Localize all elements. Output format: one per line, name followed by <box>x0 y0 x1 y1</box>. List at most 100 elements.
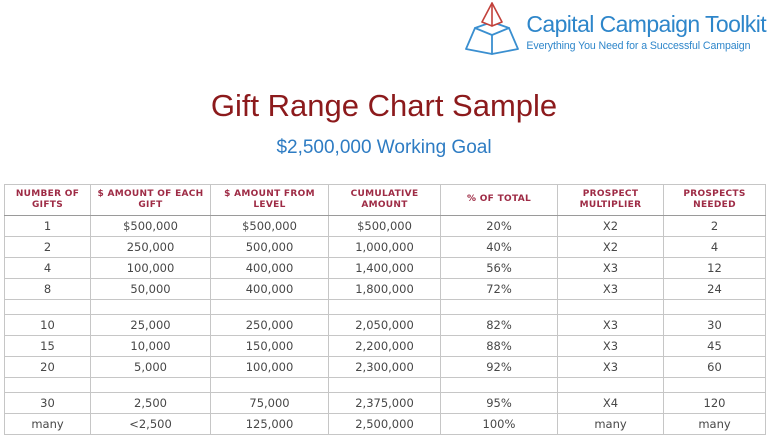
table-cell: 100,000 <box>210 356 329 378</box>
table-cell: 4 <box>4 257 91 279</box>
column-header-2: $ Amount of Each Gift <box>90 184 211 216</box>
table-cell: 10 <box>4 314 91 336</box>
header-row: Number of Gifts $ Amount of Each Gift $ Am… <box>4 184 766 216</box>
table-cell: 125,000 <box>210 413 329 435</box>
column-header-6: Prospect Multiplier <box>557 184 664 216</box>
table-cell: 20% <box>440 215 558 237</box>
table-cell <box>328 299 441 315</box>
table-cell: X3 <box>557 257 664 279</box>
table-cell <box>210 377 329 393</box>
table-cell: many <box>557 413 664 435</box>
gift-range-table: Number of Gifts $ Amount of Each Gift $ Am… <box>4 184 766 435</box>
table-cell: 4 <box>663 236 766 258</box>
page-subtitle: $2,500,000 Working Goal <box>276 137 492 158</box>
table-cell: 2 <box>4 236 91 258</box>
table-cell: 2,050,000 <box>328 314 441 336</box>
logo-tagline: Everything You Need for a Successful Cam… <box>526 40 751 53</box>
page-title: Gift Range Chart Sample <box>210 88 558 123</box>
table-row: 8 50,000 400,000 1,800,000 72% X3 24 <box>4 278 766 300</box>
spacer-row <box>4 377 766 393</box>
table-cell: $500,000 <box>90 215 211 237</box>
logo-name: Capital Campaign Toolkit <box>526 11 766 37</box>
table-cell <box>663 377 766 393</box>
column-header-3: $ Amount from Level <box>210 184 329 216</box>
table-cell: $500,000 <box>328 215 441 237</box>
table-row: 20 5,000 100,000 2,300,000 92% X3 60 <box>4 356 766 378</box>
table-cell: 30 <box>4 392 91 414</box>
table-cell: <2,500 <box>90 413 211 435</box>
table-cell <box>4 377 91 393</box>
table-cell: 56% <box>440 257 558 279</box>
table-cell: 75,000 <box>210 392 329 414</box>
table-cell: X3 <box>557 356 664 378</box>
table-cell <box>557 299 664 315</box>
logo-text: Capital Campaign Toolkit Everything You … <box>526 2 766 52</box>
table-cell: 250,000 <box>210 314 329 336</box>
table-cell: 2,300,000 <box>328 356 441 378</box>
table-cell: 40% <box>440 236 558 258</box>
table-cell: 100,000 <box>90 257 211 279</box>
table-cell <box>557 377 664 393</box>
table-cell: X3 <box>557 335 664 357</box>
table-cell: 2,375,000 <box>328 392 441 414</box>
table-cell: X4 <box>557 392 664 414</box>
table-cell: X3 <box>557 278 664 300</box>
table-cell: 150,000 <box>210 335 329 357</box>
table-cell: 45 <box>663 335 766 357</box>
table-cell: 12 <box>663 257 766 279</box>
table-cell: 120 <box>663 392 766 414</box>
table-row: 15 10,000 150,000 2,200,000 88% X3 45 <box>4 335 766 357</box>
table-cell: 82% <box>440 314 558 336</box>
table-cell: 88% <box>440 335 558 357</box>
column-header-5: % of Total <box>440 184 558 216</box>
table-cell: $500,000 <box>210 215 329 237</box>
column-header-7: Prospects Needed <box>663 184 766 216</box>
table-cell: 95% <box>440 392 558 414</box>
logo: Capital Campaign Toolkit Everything You … <box>463 2 767 56</box>
table-cell: many <box>4 413 91 435</box>
table-header: Number of Gifts $ Amount of Each Gift $ Am… <box>4 184 766 216</box>
table-cell <box>210 299 329 315</box>
table-cell: 60 <box>663 356 766 378</box>
table-cell: 400,000 <box>210 257 329 279</box>
table-cell: 2,500 <box>90 392 211 414</box>
table-cell: X2 <box>557 215 664 237</box>
table-cell: 20 <box>4 356 91 378</box>
table-row: 4 100,000 400,000 1,400,000 56% X3 12 <box>4 257 766 279</box>
table-cell: 15 <box>4 335 91 357</box>
table-row: 10 25,000 250,000 2,050,000 82% X3 30 <box>4 314 766 336</box>
table-cell <box>90 377 211 393</box>
table-cell <box>440 377 558 393</box>
table-cell: 250,000 <box>90 236 211 258</box>
table-cell <box>663 299 766 315</box>
table-cell: 400,000 <box>210 278 329 300</box>
table-cell <box>90 299 211 315</box>
column-header-4: Cumulative Amount <box>328 184 441 216</box>
pyramid-logo-icon <box>465 2 520 55</box>
table-cell <box>440 299 558 315</box>
table-cell <box>328 377 441 393</box>
table-cell: 24 <box>663 278 766 300</box>
table-row: 1 $500,000 $500,000 $500,000 20% X2 2 <box>4 215 766 237</box>
table-row: many <2,500 125,000 2,500,000 100% many many <box>4 413 766 435</box>
table-cell: 2,500,000 <box>328 413 441 435</box>
table-cell: 1 <box>4 215 91 237</box>
table-cell: 2 <box>663 215 766 237</box>
table-cell: 5,000 <box>90 356 211 378</box>
table-cell: 1,800,000 <box>328 278 441 300</box>
table-cell: 72% <box>440 278 558 300</box>
table-cell: 1,000,000 <box>328 236 441 258</box>
table-cell: 8 <box>4 278 91 300</box>
table-cell: 2,200,000 <box>328 335 441 357</box>
table-row: 2 250,000 500,000 1,000,000 40% X2 4 <box>4 236 766 258</box>
table-cell: 10,000 <box>90 335 211 357</box>
table-cell: 50,000 <box>90 278 211 300</box>
table-cell: 1,400,000 <box>328 257 441 279</box>
column-header-1: Number of Gifts <box>4 184 91 216</box>
table-cell <box>4 299 91 315</box>
table-body: 1 $500,000 $500,000 $500,000 20% X2 2 2 250,000 5… <box>4 215 766 435</box>
table-cell: 30 <box>663 314 766 336</box>
table-cell: 92% <box>440 356 558 378</box>
table-cell: X2 <box>557 236 664 258</box>
table-cell: X3 <box>557 314 664 336</box>
